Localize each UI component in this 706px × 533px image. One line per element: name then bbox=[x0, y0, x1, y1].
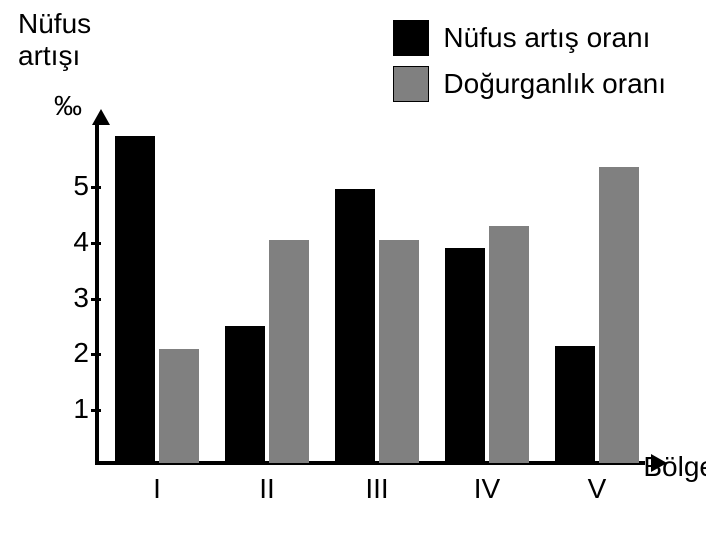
x-category-label: I bbox=[153, 473, 161, 505]
x-category-label: III bbox=[365, 473, 388, 505]
x-category-label: IV bbox=[474, 473, 500, 505]
bar-series-0 bbox=[445, 248, 485, 463]
bar-series-1 bbox=[269, 240, 309, 463]
legend: Nüfus artış oranı Doğurganlık oranı bbox=[393, 20, 666, 112]
bar-series-0 bbox=[335, 189, 375, 463]
legend-swatch bbox=[393, 66, 429, 102]
bar-series-0 bbox=[555, 346, 595, 463]
x-axis-label: Bölge bbox=[643, 451, 706, 483]
arrow-up-icon bbox=[92, 109, 110, 125]
legend-label: Doğurganlık oranı bbox=[443, 68, 666, 100]
y-tick-label: 4 bbox=[59, 226, 89, 258]
plot-area: Bölge 12345IIIIIIIVV bbox=[95, 130, 635, 465]
y-tick-label: 2 bbox=[59, 337, 89, 369]
y-axis-title-line1: Nüfus bbox=[18, 8, 91, 39]
y-axis bbox=[95, 125, 99, 465]
legend-swatch bbox=[393, 20, 429, 56]
x-category-label: V bbox=[588, 473, 607, 505]
y-tick-label: 5 bbox=[59, 170, 89, 202]
legend-label: Nüfus artış oranı bbox=[443, 22, 650, 54]
chart-container: Nüfus artışı ‰ Nüfus artış oranı Doğurga… bbox=[0, 0, 706, 533]
bar-series-1 bbox=[159, 349, 199, 463]
y-tick-label: 1 bbox=[59, 393, 89, 425]
y-axis-title-line2: artışı bbox=[18, 40, 80, 71]
legend-item: Nüfus artış oranı bbox=[393, 20, 666, 56]
y-tick-label: 3 bbox=[59, 282, 89, 314]
bar-series-0 bbox=[115, 136, 155, 463]
y-axis-unit: ‰ bbox=[54, 90, 82, 122]
legend-item: Doğurganlık oranı bbox=[393, 66, 666, 102]
bar-series-1 bbox=[379, 240, 419, 463]
y-axis-title: Nüfus artışı bbox=[18, 8, 91, 72]
bar-series-1 bbox=[599, 167, 639, 463]
x-category-label: II bbox=[259, 473, 275, 505]
bar-series-1 bbox=[489, 226, 529, 463]
bar-series-0 bbox=[225, 326, 265, 463]
